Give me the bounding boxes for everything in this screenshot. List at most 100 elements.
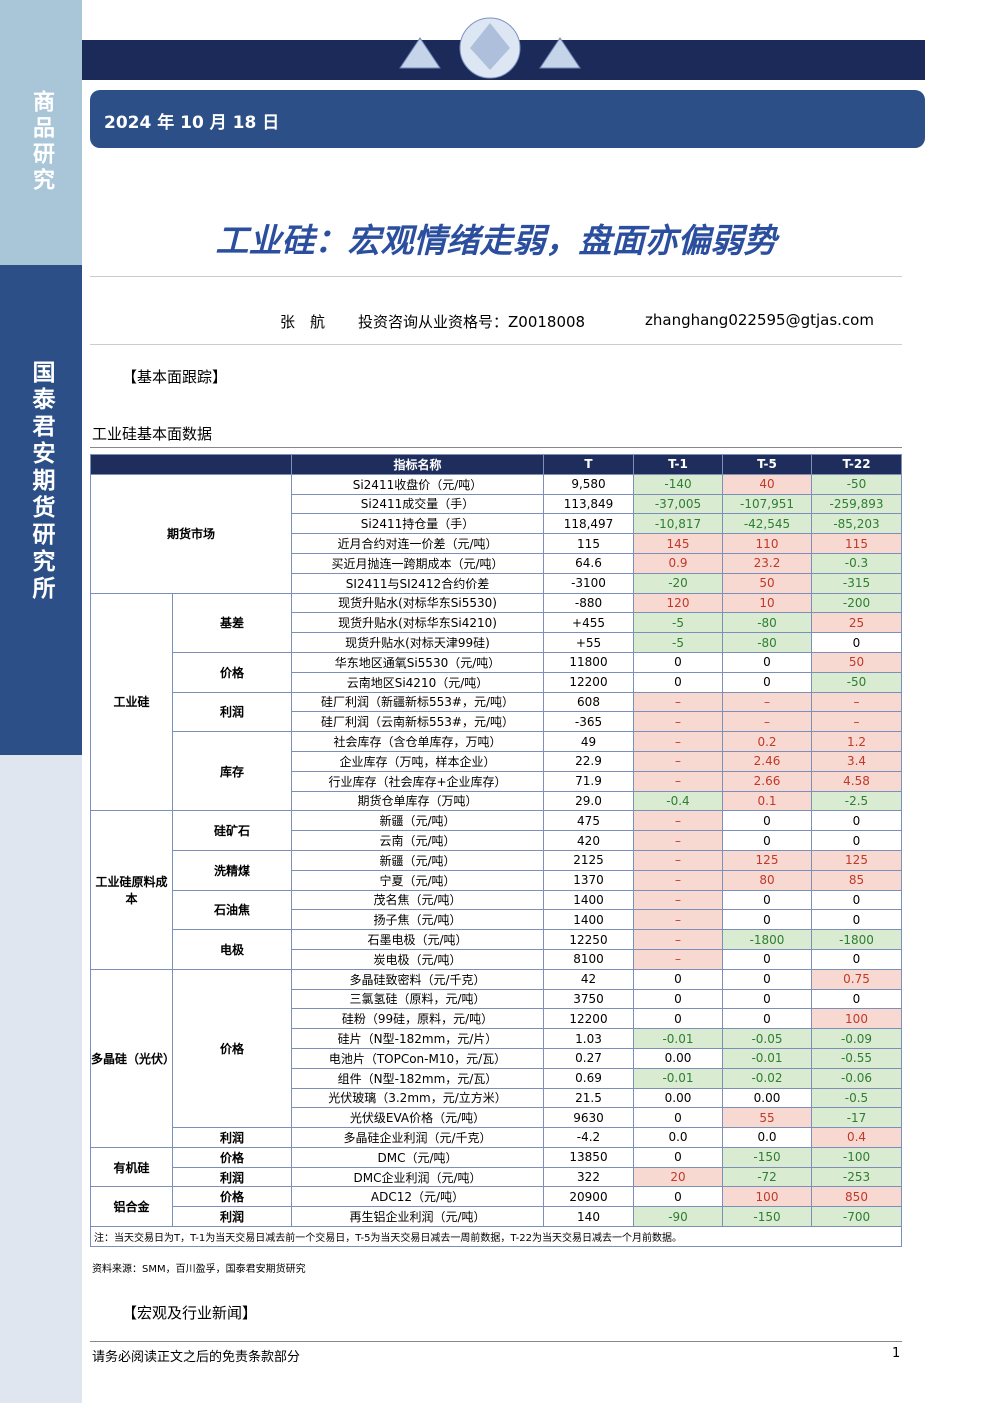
table-cell: 55 bbox=[722, 1107, 812, 1129]
table-cell: 炭电极（元/吨） bbox=[291, 948, 544, 970]
subgroup-label: 价格 bbox=[172, 968, 292, 1129]
table-row: Si2411持仓量（手） 118,497 -10,817 -42,545 -85,203 bbox=[91, 513, 902, 535]
table-cell: -90 bbox=[633, 1206, 723, 1228]
table-cell: 850 bbox=[811, 1186, 902, 1208]
table-cell: 硅厂利润（云南新标553#，元/吨） bbox=[291, 711, 544, 733]
table-cell: 80 bbox=[722, 869, 812, 891]
subgroup-label: 利润 bbox=[172, 1166, 292, 1188]
subgroup-label: 利润 bbox=[172, 691, 292, 733]
table-cell: 近月合约对连一价差（元/吨） bbox=[291, 533, 544, 554]
table-cell: 118,497 bbox=[543, 513, 634, 535]
table-cell: 现货升贴水(对标华东Si5530) bbox=[291, 592, 544, 614]
table-cell: 华东地区通氧Si5530（元/吨） bbox=[291, 651, 544, 673]
table-cell: -365 bbox=[543, 711, 634, 733]
table-cell: 茂名焦（元/吨） bbox=[291, 889, 544, 911]
table-cell: 0.4 bbox=[811, 1127, 902, 1148]
table-cell: -0.02 bbox=[722, 1067, 812, 1089]
table-cell: – bbox=[722, 711, 812, 733]
table-row: 硅厂利润（云南新标553#，元/吨） -365– – – bbox=[91, 711, 902, 733]
table-cell: 1400 bbox=[543, 889, 634, 911]
table-cell: 12250 bbox=[543, 929, 634, 950]
table-cell: -4.2 bbox=[543, 1127, 634, 1148]
table-cell: 0 bbox=[811, 988, 902, 1010]
table-cell: 买近月抛连一跨期成本（元/吨） bbox=[291, 552, 544, 574]
table-cell: 0 bbox=[633, 1186, 723, 1208]
table-cell: -10,817 bbox=[633, 513, 723, 535]
table-cell: – bbox=[633, 711, 723, 733]
table-row: 库存 社会库存（含仓单库存，万吨） 49–0.2 1.2 bbox=[91, 731, 902, 812]
table-cell: 企业库存（万吨，样本企业） bbox=[291, 750, 544, 772]
table-cell: 硅粉（99硅，原料，元/吨） bbox=[291, 1008, 544, 1030]
table-row: 洗精煤 新疆（元/吨） 2125–125 125 bbox=[91, 849, 902, 891]
subgroup-label: 硅矿石 bbox=[172, 810, 292, 851]
note-row: 注：当天交易日为T，T-1为当天交易日减去前一个交易日，T-5为当天交易日减去一… bbox=[90, 1226, 902, 1247]
table-cell: – bbox=[633, 849, 723, 871]
table-row: 电池片（TOPCon-M10，元/瓦） 0.27 0.00 -0.01 -0.55 bbox=[91, 1047, 902, 1069]
title: 工业硅：宏观情绪走弱，盘面亦偏弱势 bbox=[215, 221, 777, 260]
table-cell: Si2411持仓量（手） bbox=[291, 513, 544, 535]
table-cell: 1.03 bbox=[543, 1028, 634, 1049]
disclaimer: 请务必阅读正文之后的免责条款部分 bbox=[92, 1350, 301, 1365]
table-cell: -85,203 bbox=[811, 513, 902, 535]
table-cell: 0.27 bbox=[543, 1047, 634, 1069]
table-cell: -700 bbox=[811, 1206, 902, 1228]
table-row: 现货升贴水(对标华东Si4210) +455 -5 -80 25 bbox=[91, 612, 902, 634]
subgroup-label: 石油焦 bbox=[172, 889, 292, 931]
license: 投资咨询从业资格号：Z0018008 bbox=[358, 313, 586, 331]
table-row: 宁夏（元/吨） 1370–80 85 bbox=[91, 869, 902, 891]
table-cell: 宁夏（元/吨） bbox=[291, 869, 544, 891]
table-row: 硅粉（99硅，原料，元/吨） 12200 0 0 100 bbox=[91, 1008, 902, 1030]
table-cell: -37,005 bbox=[633, 493, 723, 515]
table-cell: 50 bbox=[811, 651, 902, 673]
table-cell: 0 bbox=[633, 1146, 723, 1168]
table-cell: -0.55 bbox=[811, 1047, 902, 1069]
table-row: 石油焦 茂名焦（元/吨） 1400–0 0 bbox=[91, 889, 902, 931]
subgroup-label: 库存 bbox=[172, 731, 292, 812]
table-cell: 现货升贴水(对标天津99硅) bbox=[291, 632, 544, 653]
table-row: 近月合约对连一价差（元/吨） 115 145 110 115 bbox=[91, 533, 902, 554]
table-caption: 工业硅基本面数据 bbox=[92, 425, 213, 443]
table-row: 铝合金 价格 ADC12（元/吨） 20900 0 100 850 bbox=[90, 1186, 902, 1228]
table-cell: – bbox=[633, 810, 723, 832]
table-cell: 8100 bbox=[543, 948, 634, 970]
table-cell: -0.3 bbox=[811, 552, 902, 574]
table-cell: 期货仓单库存（万吨） bbox=[291, 790, 544, 812]
header-cell: T-1 bbox=[633, 454, 723, 475]
table-cell: -5 bbox=[633, 632, 723, 653]
table-row: 多晶硅（光伏） 价格 多晶硅致密料（元/千克） 42 0 0 0.75 bbox=[90, 968, 902, 1148]
sidebar-bottom bbox=[0, 755, 82, 1403]
table-cell: – bbox=[811, 691, 902, 713]
rule bbox=[90, 344, 902, 345]
table-cell: -20 bbox=[633, 572, 723, 594]
table-cell: -107,951 bbox=[722, 493, 812, 515]
table-cell: – bbox=[633, 909, 723, 931]
table-row: 企业库存（万吨，样本企业） 22.9–2.46 3.4 bbox=[91, 750, 902, 772]
table-cell: 3.4 bbox=[811, 750, 902, 772]
table-cell: 125 bbox=[811, 849, 902, 871]
table-cell: -80 bbox=[722, 612, 812, 634]
table-cell: 0 bbox=[722, 968, 812, 990]
table-cell: 0 bbox=[811, 909, 902, 931]
table-cell: 组件（N型-182mm，元/瓦） bbox=[291, 1067, 544, 1089]
rule bbox=[90, 447, 902, 448]
table-cell: 0 bbox=[633, 1107, 723, 1129]
table-cell: -1800 bbox=[722, 929, 812, 950]
table-cell: -50 bbox=[811, 671, 902, 693]
source: 资料来源：SMM，百川盈孚，国泰君安期货研究 bbox=[92, 1264, 306, 1275]
table-cell: 322 bbox=[543, 1166, 634, 1188]
table-cell: 硅厂利润（新疆新标553#，元/吨） bbox=[291, 691, 544, 713]
table-cell: – bbox=[633, 750, 723, 772]
table-cell: 120 bbox=[633, 592, 723, 614]
table-cell: 多晶硅致密料（元/千克） bbox=[291, 968, 544, 990]
table-cell: 71.9 bbox=[543, 770, 634, 792]
table-row: 利润 多晶硅企业利润（元/千克） -4.2 0.0 0.0 0.4 bbox=[91, 1127, 902, 1148]
table-cell: -253 bbox=[811, 1166, 902, 1188]
table-cell: 9630 bbox=[543, 1107, 634, 1129]
table-cell: 0 bbox=[722, 651, 812, 673]
table-cell: 云南地区Si4210（元/吨） bbox=[291, 671, 544, 693]
table-cell: 49 bbox=[543, 731, 634, 752]
table-cell: -5 bbox=[633, 612, 723, 634]
table-cell: 0 bbox=[722, 830, 812, 851]
table-cell: -880 bbox=[543, 592, 634, 614]
header-cell: 指标名称 bbox=[291, 454, 544, 475]
